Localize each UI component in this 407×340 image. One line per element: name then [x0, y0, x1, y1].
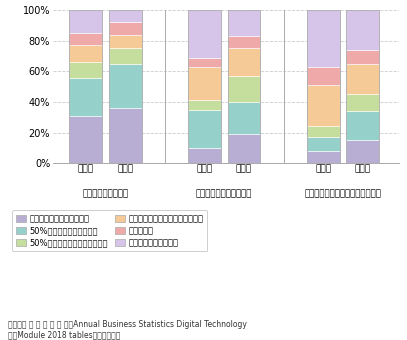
Bar	[346, 94, 379, 111]
Bar	[69, 10, 102, 33]
Bar	[346, 10, 379, 163]
Bar	[346, 111, 379, 140]
Bar	[109, 10, 142, 163]
Bar	[109, 22, 142, 35]
Bar	[228, 134, 260, 163]
Bar	[346, 64, 379, 94]
Text: 金融にかかわる情報: 金融にかかわる情報	[83, 189, 129, 198]
Bar	[306, 10, 339, 67]
Bar	[69, 62, 102, 78]
Bar	[306, 151, 339, 163]
Bar	[346, 140, 379, 163]
Bar	[228, 10, 260, 163]
Bar	[306, 10, 339, 163]
Bar	[69, 33, 102, 45]
Bar	[228, 76, 260, 102]
Text: サプライチェーンにかかわる情報: サプライチェーンにかかわる情報	[304, 189, 381, 198]
Bar	[306, 137, 339, 151]
Bar	[346, 50, 379, 64]
Bar	[69, 116, 102, 163]
Bar	[346, 10, 379, 50]
Bar	[109, 108, 142, 163]
Bar	[188, 57, 221, 67]
Bar	[188, 67, 221, 100]
Bar	[228, 36, 260, 48]
Bar	[306, 126, 339, 137]
Bar	[109, 48, 142, 64]
Bar	[188, 148, 221, 163]
Bar	[306, 67, 339, 85]
Bar	[109, 35, 142, 48]
Bar	[69, 10, 102, 163]
Bar	[306, 85, 339, 126]
Bar	[188, 100, 221, 109]
Bar	[188, 109, 221, 148]
Text: 資料：米 国 国 勢 調 査 局「Annual Business Statistics Digital Technology
　　Module 2018 tab: 資料：米 国 国 勢 調 査 局「Annual Business Statist…	[8, 320, 247, 339]
Bar	[69, 78, 102, 116]
Bar	[228, 10, 260, 36]
Bar	[228, 48, 260, 76]
Bar	[188, 10, 221, 163]
Text: 生産工程にかかわる情報: 生産工程にかかわる情報	[196, 189, 252, 198]
Legend: 全てがデジタル形式で管理, 50%をデジタル形式で管理, 50%未満をデジタル形式で管理, デジタル形式では管理していない, 分からない, 情報収集されていない: 全てがデジタル形式で管理, 50%をデジタル形式で管理, 50%未満をデジタル形…	[12, 210, 207, 251]
Bar	[109, 10, 142, 22]
Bar	[69, 45, 102, 62]
Bar	[109, 64, 142, 108]
Bar	[228, 102, 260, 134]
Bar	[188, 10, 221, 57]
